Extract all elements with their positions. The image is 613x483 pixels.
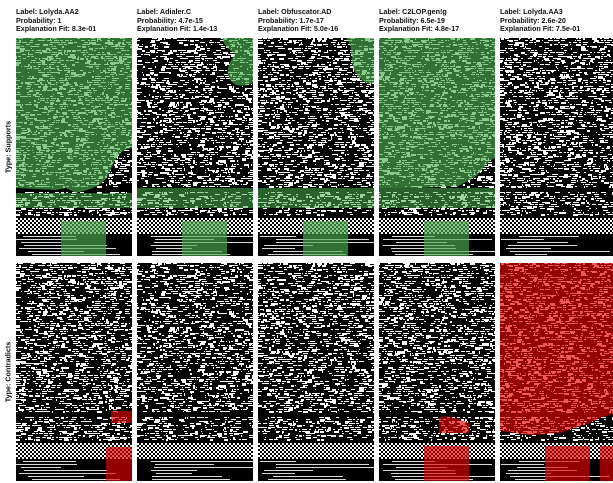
column-fit: Explanation Fit: 1.4e-13 (137, 24, 218, 34)
column-label: Label: C2LOP.gen!g (379, 7, 447, 16)
heatmap-panel (258, 263, 374, 481)
binary-image (16, 38, 132, 256)
heatmap-panel (16, 263, 132, 481)
binary-image (16, 263, 132, 481)
binary-image (258, 263, 374, 480)
column-header-5: Label: Lolyda.AA3 Probability: 2.6e-20 E… (500, 7, 613, 34)
supports-region (16, 193, 132, 208)
binary-image (137, 38, 253, 256)
column-probability: Probability: 6.5e-19 (379, 15, 445, 25)
supports-region (303, 221, 348, 256)
heatmap-panel (16, 38, 132, 256)
column-label: Label: Lolyda.AA2 (16, 7, 79, 16)
supports-region (137, 188, 253, 208)
supports-region (258, 188, 374, 208)
column-probability: Probability: 1.7e-17 (258, 15, 324, 25)
contradicts-region (545, 446, 590, 481)
binary-image (500, 263, 613, 481)
column-probability: Probability: 1 (16, 15, 62, 25)
contradicts-region (600, 446, 613, 481)
heatmap-panel (500, 263, 613, 481)
heatmap-panel (137, 263, 253, 481)
column-header-1: Label: Lolyda.AA2 Probability: 1 Explana… (16, 7, 136, 34)
column-probability: Probability: 4.7e-15 (137, 15, 203, 25)
column-fit: Explanation Fit: 8.3e-01 (16, 24, 97, 34)
row-label-contradicts: Type: Contradicts (3, 341, 13, 403)
binary-image (379, 38, 495, 256)
contradicts-region (424, 446, 469, 481)
heatmap-panel (137, 38, 253, 256)
supports-region (379, 188, 495, 208)
column-header-2: Label: Adialer.C Probability: 4.7e-15 Ex… (137, 7, 257, 34)
heatmap-panel (379, 38, 495, 256)
contradicts-region (106, 447, 132, 481)
supports-region (379, 38, 495, 188)
heatmap-panel (500, 38, 613, 256)
supports-region (222, 38, 253, 86)
contradicts-region (111, 411, 132, 423)
column-probability: Probability: 2.6e-20 (500, 15, 566, 25)
supports-region (182, 221, 227, 256)
column-fit: Explanation Fit: 7.5e-01 (500, 24, 581, 34)
binary-image (137, 263, 253, 480)
column-fit: Explanation Fit: 4.8e-17 (379, 24, 460, 34)
binary-image (258, 38, 374, 256)
column-header-3: Label: Obfuscator.AD Probability: 1.7e-1… (258, 7, 378, 34)
contradicts-region (439, 416, 469, 433)
supports-region (16, 38, 132, 193)
supports-region (424, 221, 469, 256)
row-label-supports: Type: Supports (3, 120, 13, 174)
column-label: Label: Obfuscator.AD (258, 7, 332, 16)
column-header-4: Label: C2LOP.gen!g Probability: 6.5e-19 … (379, 7, 499, 34)
column-label: Label: Adialer.C (137, 7, 192, 16)
supports-region (346, 38, 374, 84)
heatmap-panel (258, 38, 374, 256)
binary-image (379, 263, 495, 481)
column-label: Label: Lolyda.AA3 (500, 7, 563, 16)
column-fit: Explanation Fit: 5.0e-16 (258, 24, 339, 34)
binary-image (500, 38, 613, 255)
contradicts-region (500, 263, 613, 435)
supports-region (61, 221, 106, 256)
heatmap-panel (379, 263, 495, 481)
